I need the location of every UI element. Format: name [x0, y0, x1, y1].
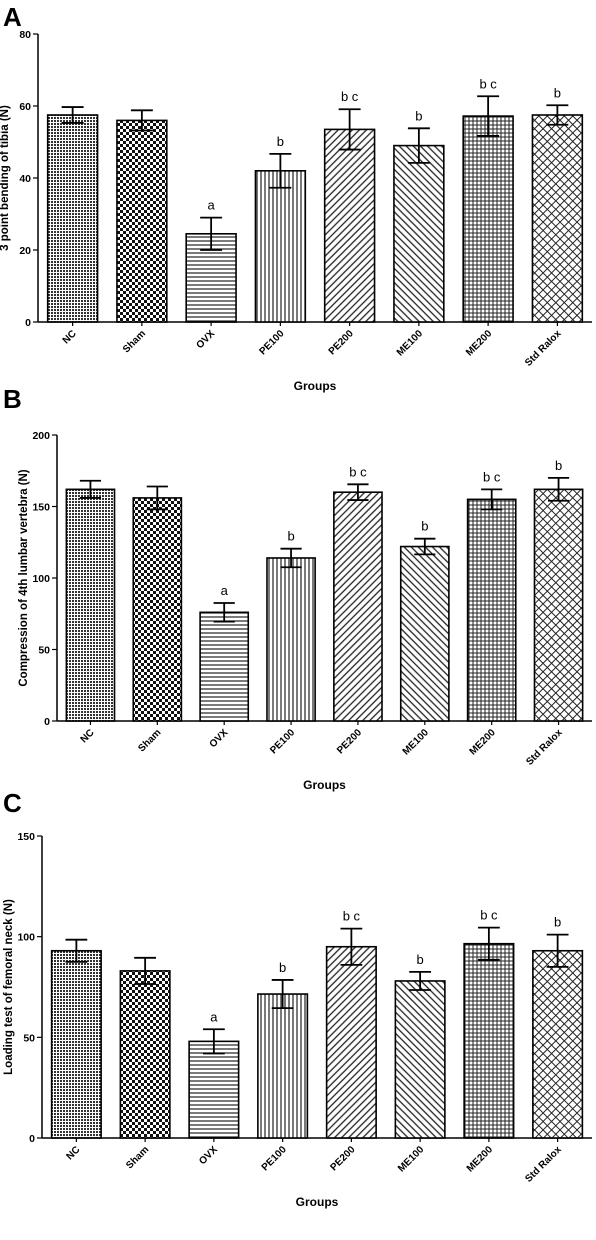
panel-b-bar-pe200 [333, 491, 383, 722]
panel-c-x-axis-label: Groups [296, 1195, 339, 1209]
panel-b-y-axis-label: Compression of 4th lumbar vertebra (N) [18, 469, 30, 686]
panel-b-ytick-label: 0 [44, 716, 50, 728]
panel-b-xtick-label-me200: ME200 [468, 727, 498, 757]
panel-b-bar-me100 [399, 545, 450, 722]
panel-b-ytick-label: 50 [38, 645, 50, 657]
panel-b-sig-me100: b [421, 519, 428, 534]
panel-c-ytick-label: 150 [17, 831, 35, 843]
panel-a: A 0 20 40 60 80 3 point bending of tibia (N) NC… [0, 2, 592, 393]
panel-b-bar-pe100 [266, 557, 316, 722]
panel-c-ytick-label: 100 [17, 932, 35, 944]
panel-b-xtick-label-std-ralox: Std Ralox [524, 727, 565, 768]
panel-c-bar-pe200 [325, 945, 377, 1139]
panel-a-sig-pe200: b c [341, 89, 359, 104]
panel-b: B 0 50 100 150 200 Compression of 4th lumbar v… [3, 384, 592, 792]
panel-b-bar-nc [65, 488, 116, 722]
panel-a-bar-me200 [462, 115, 514, 323]
panel-a-bar-nc [46, 114, 99, 323]
panel-a-bar-sham [116, 119, 168, 323]
panel-b-xtick-label-me100: ME100 [401, 727, 431, 757]
panel-c-xtick-label-sham: Sham [124, 1144, 151, 1171]
panel-a-xtick-label-std-ralox: Std Ralox [523, 328, 564, 369]
panel-a-ytick-label: 20 [19, 245, 31, 257]
panel-b-bar-sham [132, 497, 183, 722]
panel-b-x-axis-label: Groups [303, 778, 346, 792]
panel-a-ytick-label: 0 [25, 317, 31, 329]
panel-a-xtick-label-me200: ME200 [464, 328, 494, 358]
panel-a-bar-me100 [393, 144, 445, 323]
panel-b-ytick-label: 150 [32, 502, 50, 514]
panel-b-sig-ovx: a [221, 583, 229, 598]
panel-b-sig-pe200: b c [349, 464, 367, 479]
panel-a-xtick-label-me100: ME100 [395, 328, 425, 358]
panel-a-bar-pe200 [323, 128, 376, 323]
panel-b-ytick-label: 200 [32, 430, 50, 442]
panel-a-sig-me100: b [415, 108, 422, 123]
panel-b-xtick-label-nc: NC [79, 727, 97, 745]
panel-b-sig-std-ralox: b [555, 458, 562, 473]
panel-a-ytick-label: 60 [19, 101, 31, 113]
panel-c-bar-std-ralox [532, 949, 584, 1139]
panel-a-xtick-label-sham: Sham [121, 328, 148, 355]
panel-c-bar-me200 [463, 942, 515, 1139]
panel-b-bar-me200 [466, 498, 517, 722]
panel-c-sig-me200: b c [480, 908, 498, 923]
panel-c-xtick-label-pe200: PE200 [328, 1144, 357, 1173]
panel-a-sig-ovx: a [208, 198, 216, 213]
panel-a-y-axis-label: 3 point bending of tibia (N) [0, 105, 11, 251]
panel-c-bar-nc [50, 949, 102, 1139]
panel-c-bar-sham [119, 970, 171, 1139]
panel-c-sig-me100: b [417, 952, 424, 967]
panel-b-xtick-label-sham: Sham [136, 727, 163, 754]
panel-a-bar-pe100 [254, 170, 307, 323]
panel-b-sig-me200: b c [483, 469, 501, 484]
panel-b-letter: B [3, 384, 22, 414]
panel-a-letter: A [3, 2, 22, 32]
panel-c-sig-std-ralox: b [554, 915, 561, 930]
panel-c-sig-pe200: b c [343, 909, 361, 924]
panel-a-sig-pe100: b [277, 134, 284, 149]
panel-c-bar-ovx [188, 1040, 240, 1139]
panel-a-ytick-label: 40 [19, 173, 31, 185]
panel-c: C 0 50 100 150 Loading test of femoral neck (… [3, 788, 592, 1209]
panel-b-xtick-label-pe100: PE100 [268, 727, 297, 756]
panel-a-xtick-label-pe100: PE100 [257, 328, 286, 357]
panel-b-ytick-label: 100 [32, 573, 50, 585]
panel-c-bar-me100 [394, 980, 446, 1139]
panel-a-bar-std-ralox [531, 114, 584, 323]
panel-c-sig-pe100: b [279, 960, 286, 975]
panel-b-xtick-label-pe200: PE200 [335, 727, 364, 756]
panel-b-bar-std-ralox [533, 488, 584, 722]
panel-c-sig-ovx: a [210, 1009, 218, 1024]
panel-c-xtick-label-pe100: PE100 [260, 1144, 289, 1173]
panel-a-sig-me200: b c [479, 76, 497, 91]
panel-c-xtick-label-nc: NC [64, 1144, 82, 1162]
panel-c-ytick-label: 0 [29, 1133, 35, 1145]
panel-a-xtick-label-pe200: PE200 [327, 328, 356, 357]
panel-b-bar-ovx [199, 611, 250, 722]
panel-c-xtick-label-std-ralox: Std Ralox [523, 1144, 564, 1185]
panel-c-letter: C [3, 788, 22, 818]
panel-c-xtick-label-me100: ME100 [396, 1144, 426, 1174]
panel-b-xtick-label-ovx: OVX [208, 727, 231, 750]
panel-c-xtick-label-me200: ME200 [465, 1144, 495, 1174]
panel-c-xtick-label-ovx: OVX [197, 1144, 220, 1167]
panel-b-sig-pe100: b [287, 529, 294, 544]
panel-c-y-axis-label: Loading test of femoral neck (N) [3, 899, 15, 1075]
panel-c-bar-pe100 [257, 993, 309, 1139]
panel-a-sig-std-ralox: b [554, 85, 561, 100]
panel-c-ytick-label: 50 [23, 1032, 35, 1044]
panel-a-x-axis-label: Groups [294, 379, 337, 393]
panel-a-xtick-label-nc: NC [61, 328, 79, 346]
panel-a-ytick-label: 80 [19, 29, 31, 41]
panel-a-xtick-label-ovx: OVX [195, 328, 218, 351]
